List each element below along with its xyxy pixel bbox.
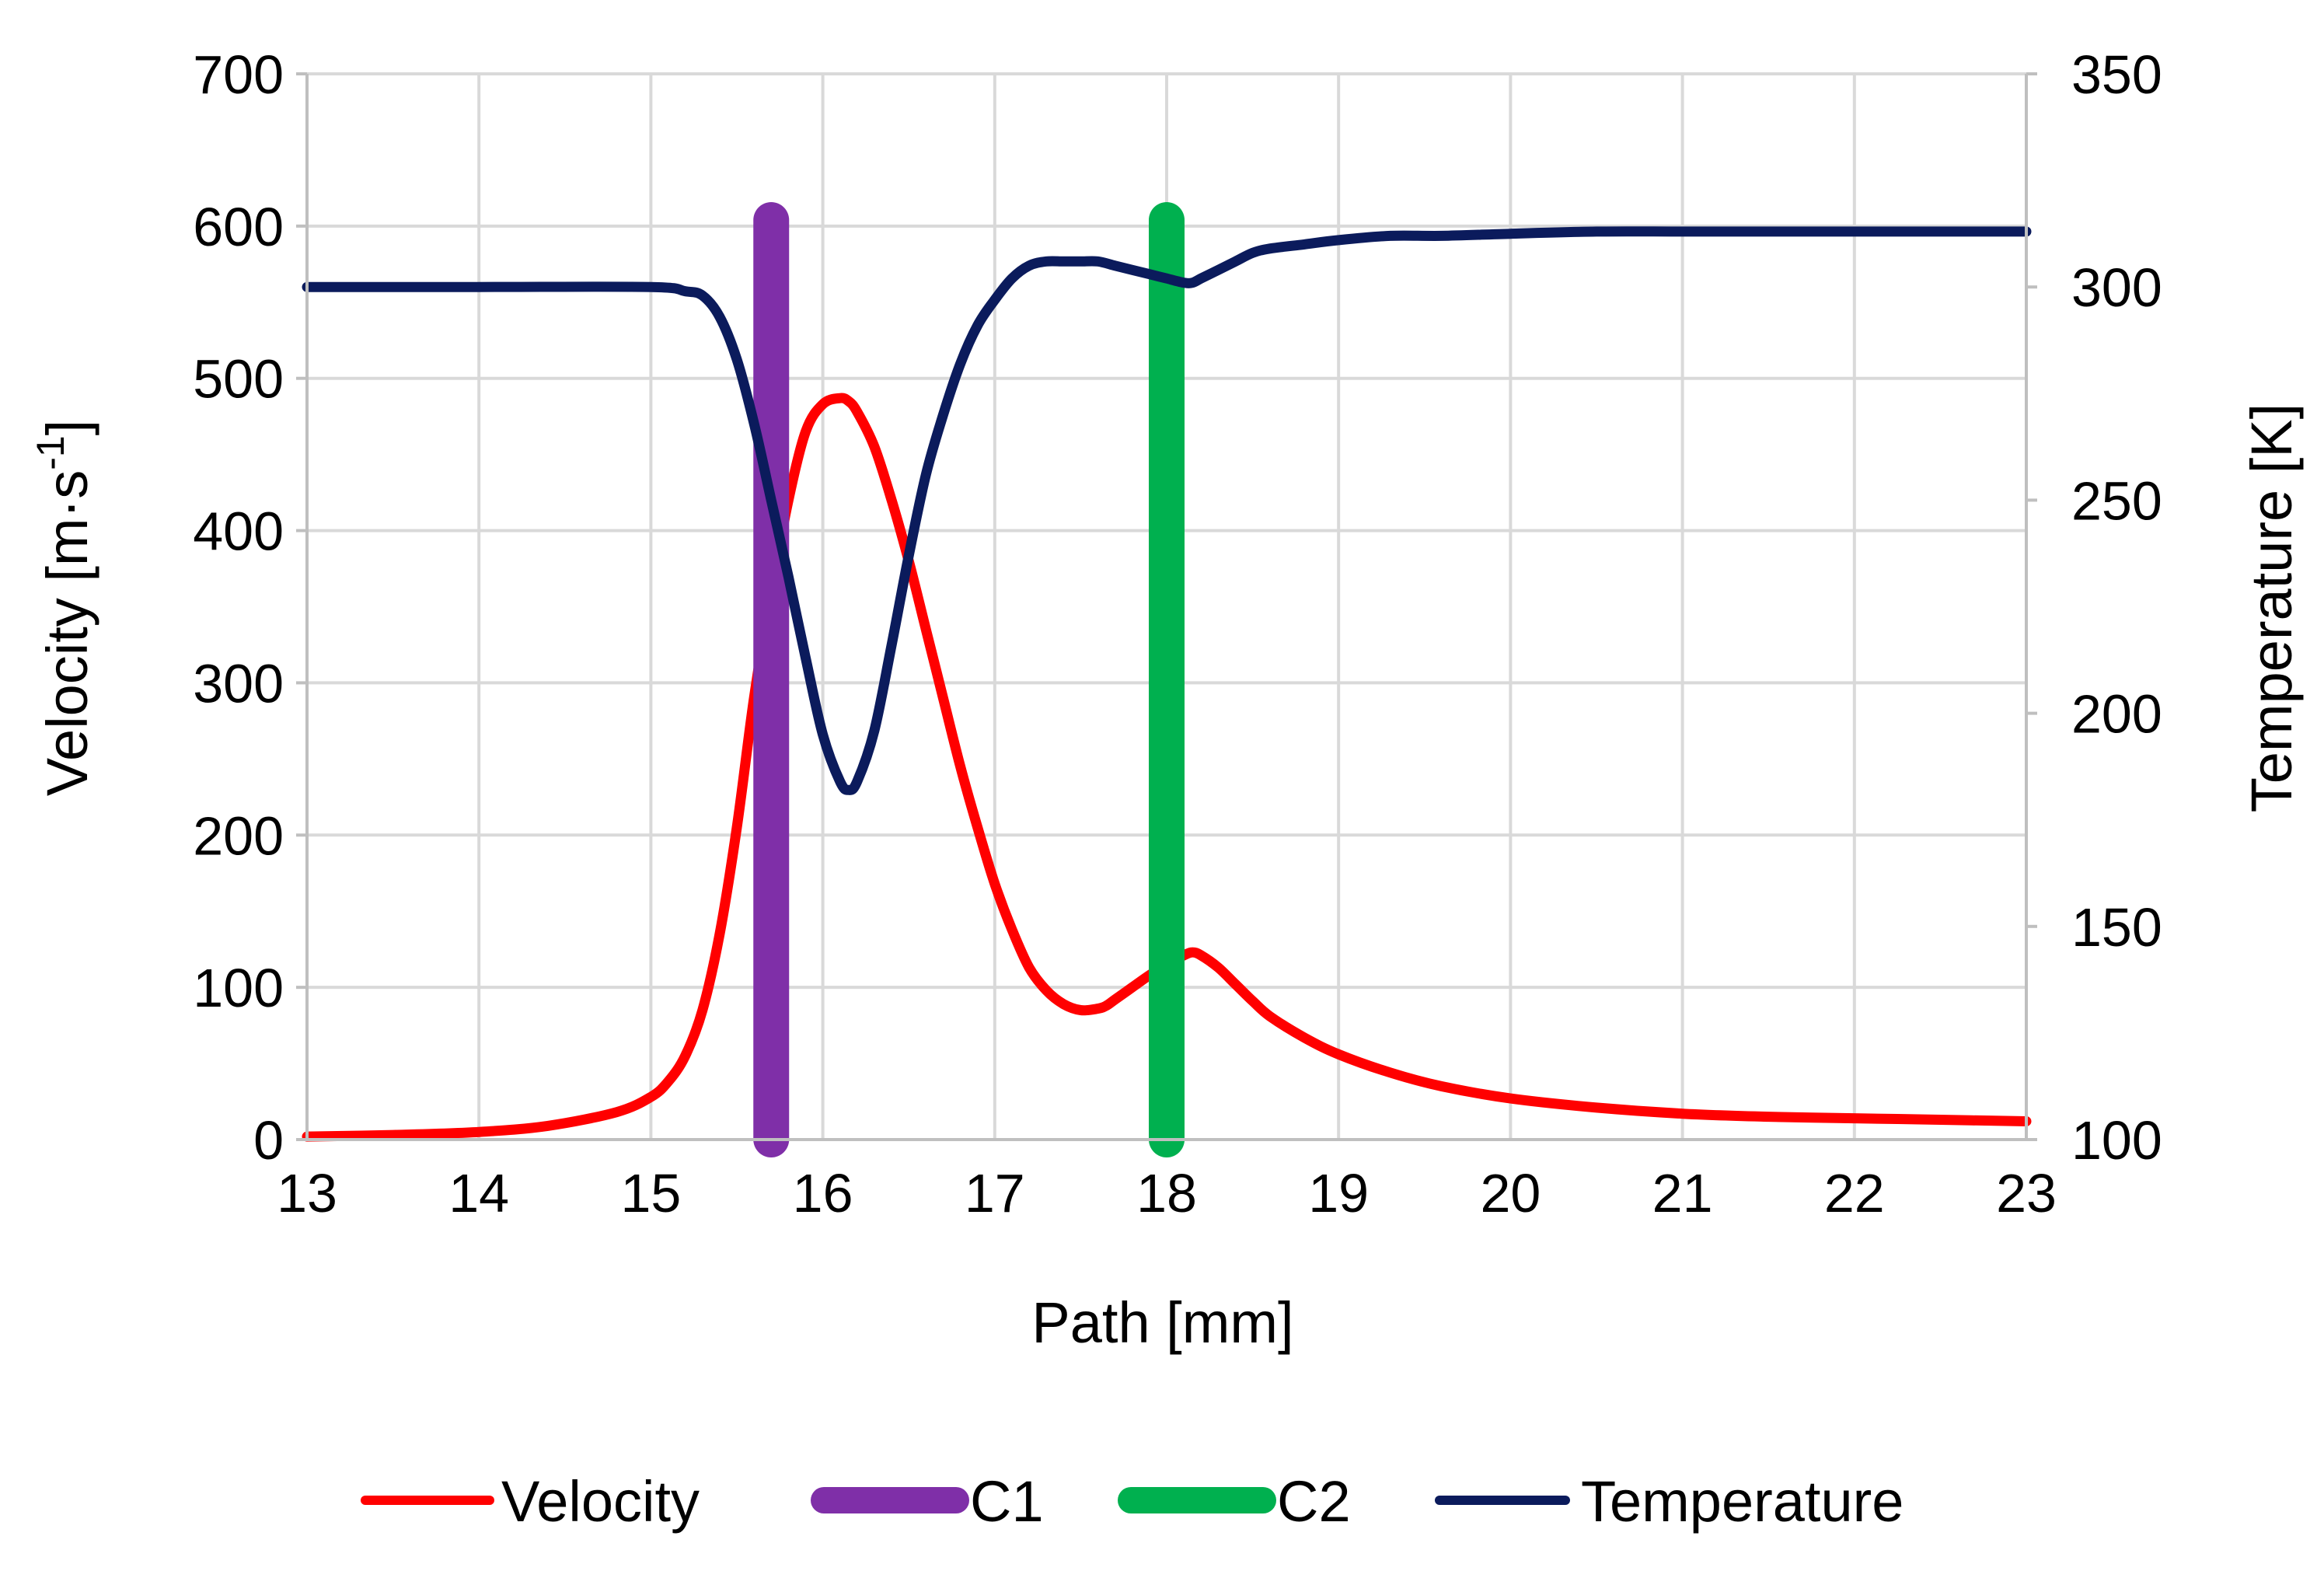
y-left-tick-label: 300	[193, 653, 284, 714]
y-left-tick-label: 100	[193, 958, 284, 1018]
y-right-tick-label: 300	[2071, 257, 2162, 318]
y-left-tick-label: 400	[193, 501, 284, 562]
plot-area	[302, 202, 2032, 1157]
y-right-axis-title: Temperature [K]	[2239, 403, 2304, 812]
y-left-tick-label: 700	[193, 44, 284, 105]
y-right-tick-label: 250	[2071, 470, 2162, 531]
y-right-tick-label: 150	[2071, 897, 2162, 958]
y-left-tick-label: 200	[193, 805, 284, 866]
x-tick-label: 18	[1136, 1163, 1197, 1224]
y-left-axis-title: Velocity [m·s-1]	[29, 420, 99, 796]
x-tick-label: 19	[1308, 1163, 1369, 1224]
x-tick-label: 15	[620, 1163, 681, 1224]
x-tick-label: 23	[1996, 1163, 2057, 1224]
legend-label-c2: C2	[1277, 1469, 1351, 1534]
x-tick-label: 17	[965, 1163, 1025, 1224]
y-left-tick-label: 0	[253, 1110, 284, 1171]
legend-label-c1: C1	[970, 1469, 1044, 1534]
y-right-tick-label: 350	[2071, 44, 2162, 105]
legend-label-velocity: Velocity	[501, 1469, 700, 1534]
x-tick-label: 16	[793, 1163, 853, 1224]
x-tick-label: 14	[448, 1163, 509, 1224]
y-left-tick-label: 500	[193, 349, 284, 410]
legend-label-temperature: Temperature	[1581, 1469, 1904, 1534]
x-tick-label: 21	[1652, 1163, 1713, 1224]
y-left-axis-title-sup: -1	[29, 435, 72, 470]
tick-labels: 13 14 15 16 17 18 19 20 21 22 23 0 100 200 300 400 500 60…	[193, 44, 2162, 1224]
axes	[296, 72, 2037, 1141]
y-right-tick-label: 100	[2071, 1110, 2162, 1171]
y-right-tick-label: 200	[2071, 684, 2162, 745]
x-tick-label: 20	[1480, 1163, 1541, 1224]
y-left-axis-title-main: Velocity [m·s	[35, 470, 99, 796]
y-left-tick-label: 600	[193, 197, 284, 257]
series-line-velocity	[302, 393, 2032, 1142]
series-line-temperature	[302, 226, 2032, 795]
x-tick-label: 13	[277, 1163, 337, 1224]
x-axis-title: Path [mm]	[1031, 1290, 1293, 1355]
legend: Velocity C1 C2 Temperature	[361, 1469, 1904, 1534]
x-tick-label: 22	[1824, 1163, 1885, 1224]
y-left-axis-title-end: ]	[35, 420, 99, 436]
